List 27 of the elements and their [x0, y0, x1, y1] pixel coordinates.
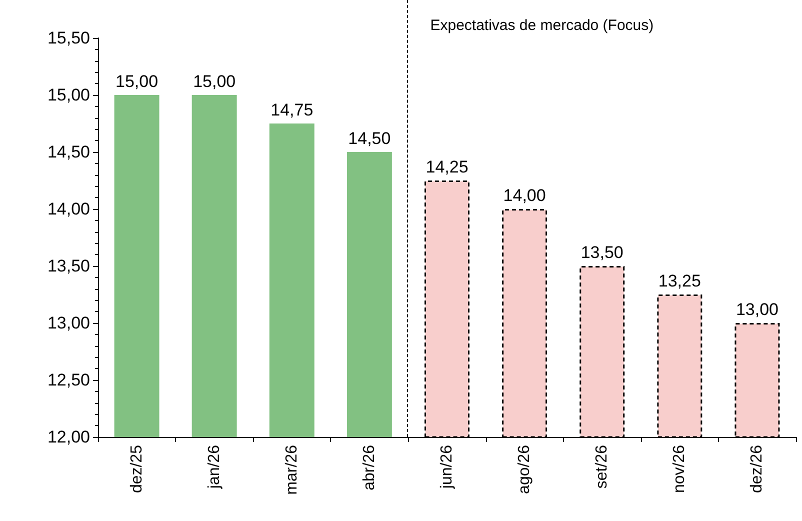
x-tick-label: nov/26	[671, 444, 688, 494]
y-tick-label: 15,00	[47, 86, 90, 104]
data-label: 13,25	[658, 272, 701, 290]
y-tick-label: 15,50	[47, 28, 90, 48]
x-tick-label: dez/26	[748, 444, 766, 494]
y-tick-label: 13,00	[47, 314, 90, 332]
text: Expectativas de mercado (Focus)	[430, 17, 654, 34]
data-label: 15,00	[116, 72, 158, 91]
y-tick-label: 13,50	[47, 256, 90, 276]
data-label: 15,00	[193, 72, 236, 91]
x-tick-label: dez/25	[128, 444, 146, 494]
x-tick-label: jan/26	[206, 444, 223, 490]
x-tick-label: jun/26	[438, 444, 456, 490]
data-label: 14,00	[503, 186, 546, 205]
y-tick-label: 14,50	[47, 142, 90, 162]
x-tick-label: set/26	[594, 444, 611, 489]
data-label: 13,50	[580, 243, 624, 262]
y-tick-label: 12,50	[47, 370, 90, 390]
x-tick-label: abr/26	[360, 444, 378, 490]
data-label: 13,00	[736, 300, 778, 319]
y-tick-label: 12,00	[47, 428, 90, 446]
y-tick-label: 14,00	[47, 200, 90, 218]
data-label: 14,50	[348, 129, 391, 148]
x-tick-label: mar/26	[283, 444, 300, 495]
x-tick-label: ago/26	[516, 444, 534, 494]
data-label: 14,25	[426, 158, 468, 176]
data-label: 14,75	[270, 100, 314, 120]
